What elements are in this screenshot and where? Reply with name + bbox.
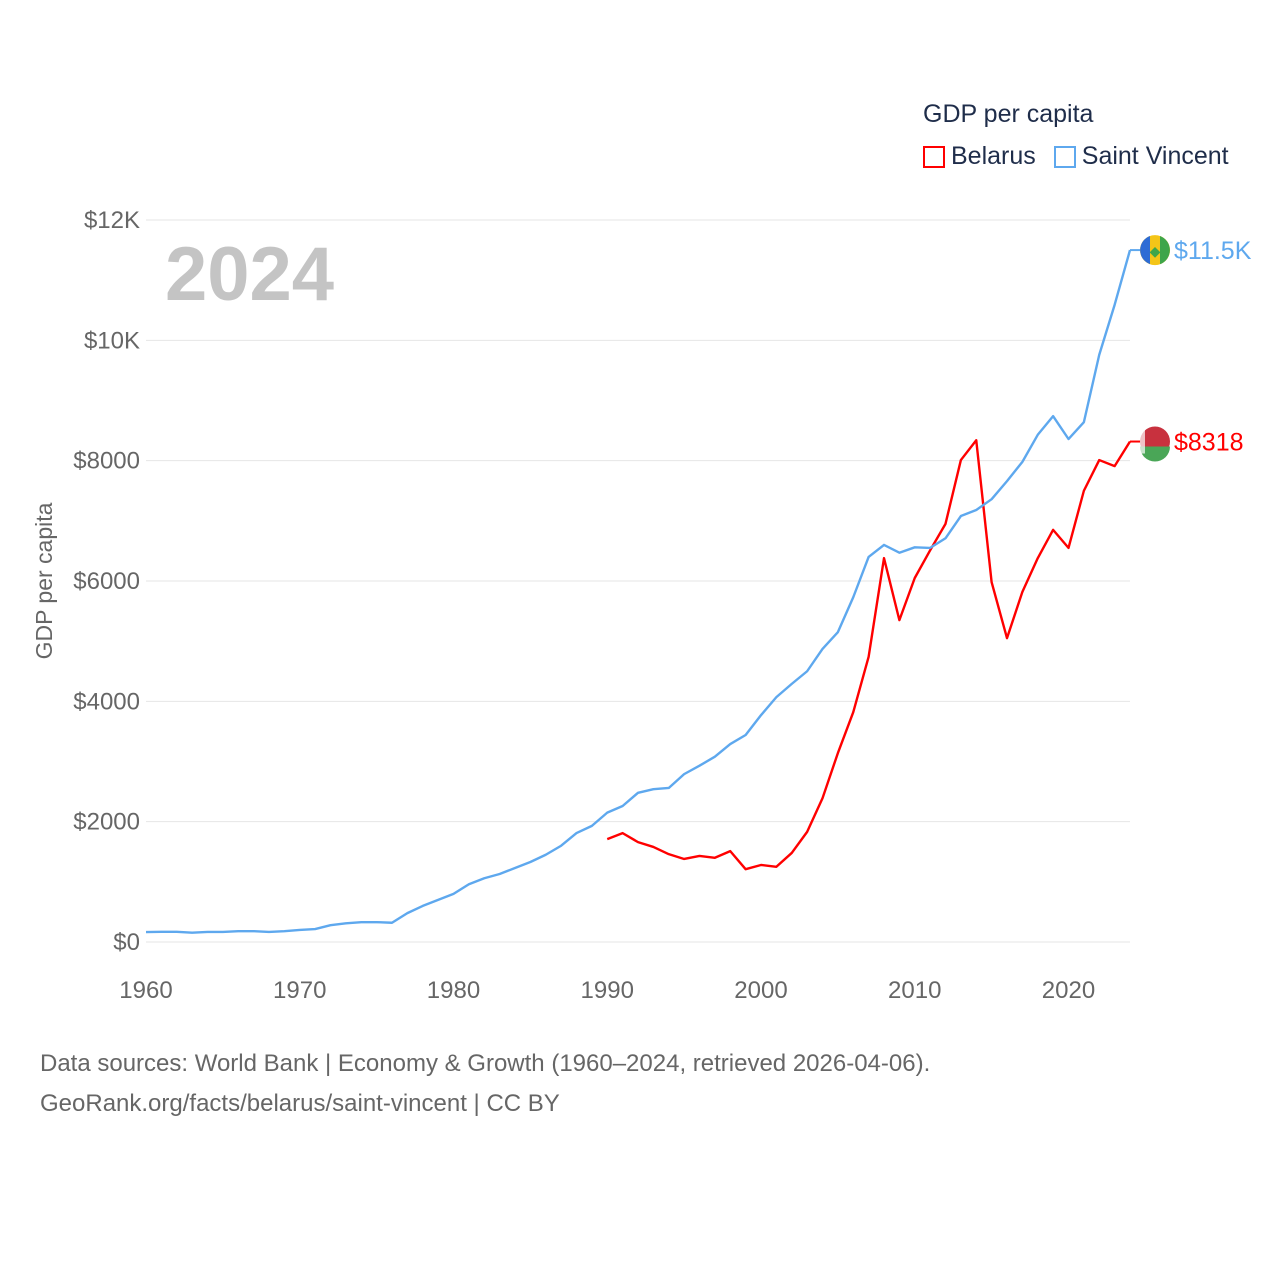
saint-vincent-flag-green [1160, 235, 1170, 265]
saint-vincent-flag-diamonds: ◆ [1150, 243, 1161, 259]
x-tick-label: 1980 [427, 977, 480, 1004]
series-line-saint-vincent [145, 249, 1132, 934]
y-tick-label: $12K [84, 207, 140, 234]
legend: Belarus Saint Vincent [923, 142, 1229, 171]
belarus-flag-ornament [1140, 429, 1145, 454]
x-tick-label: 2010 [888, 977, 941, 1004]
footer-url[interactable]: GeoRank.org/facts/belarus/saint-vincent … [40, 1090, 560, 1117]
saint-vincent-flag-blue [1140, 235, 1150, 265]
legend-item-saint-vincent[interactable]: Saint Vincent [1053, 142, 1229, 171]
y-tick-label: $10K [84, 327, 140, 354]
x-tick-label: 2020 [1042, 977, 1095, 1004]
footer: Data sources: World Bank | Economy & Gro… [40, 1044, 930, 1124]
legend-swatch-belarus [923, 145, 945, 168]
legend-title: GDP per capita [923, 100, 1094, 128]
year-label: 2024 [165, 232, 334, 317]
legend-item-belarus[interactable]: Belarus [923, 142, 1036, 171]
belarus-flag-green [1140, 446, 1170, 462]
y-tick-label: $2000 [73, 809, 140, 836]
y-tick-label: $8000 [73, 448, 140, 475]
x-tick-label: 1960 [119, 977, 172, 1004]
x-tick-label: 1970 [273, 977, 326, 1004]
end-value-label: $8318 [1174, 429, 1244, 457]
series-line-belarus [606, 439, 1132, 871]
legend-label-saint-vincent: Saint Vincent [1081, 142, 1229, 170]
legend-label-belarus: Belarus [951, 142, 1036, 170]
y-tick-label: $0 [113, 929, 140, 956]
end-value-label: $11.5K [1174, 237, 1252, 265]
legend-swatch-saint-vincent [1053, 145, 1076, 168]
x-tick-label: 1990 [581, 977, 634, 1004]
y-tick-label: $6000 [73, 568, 140, 595]
y-tick-label: $4000 [73, 688, 140, 715]
y-axis-label: GDP per capita [31, 502, 57, 659]
footer-sources: Data sources: World Bank | Economy & Gro… [40, 1050, 931, 1077]
x-tick-label: 2000 [734, 977, 787, 1004]
